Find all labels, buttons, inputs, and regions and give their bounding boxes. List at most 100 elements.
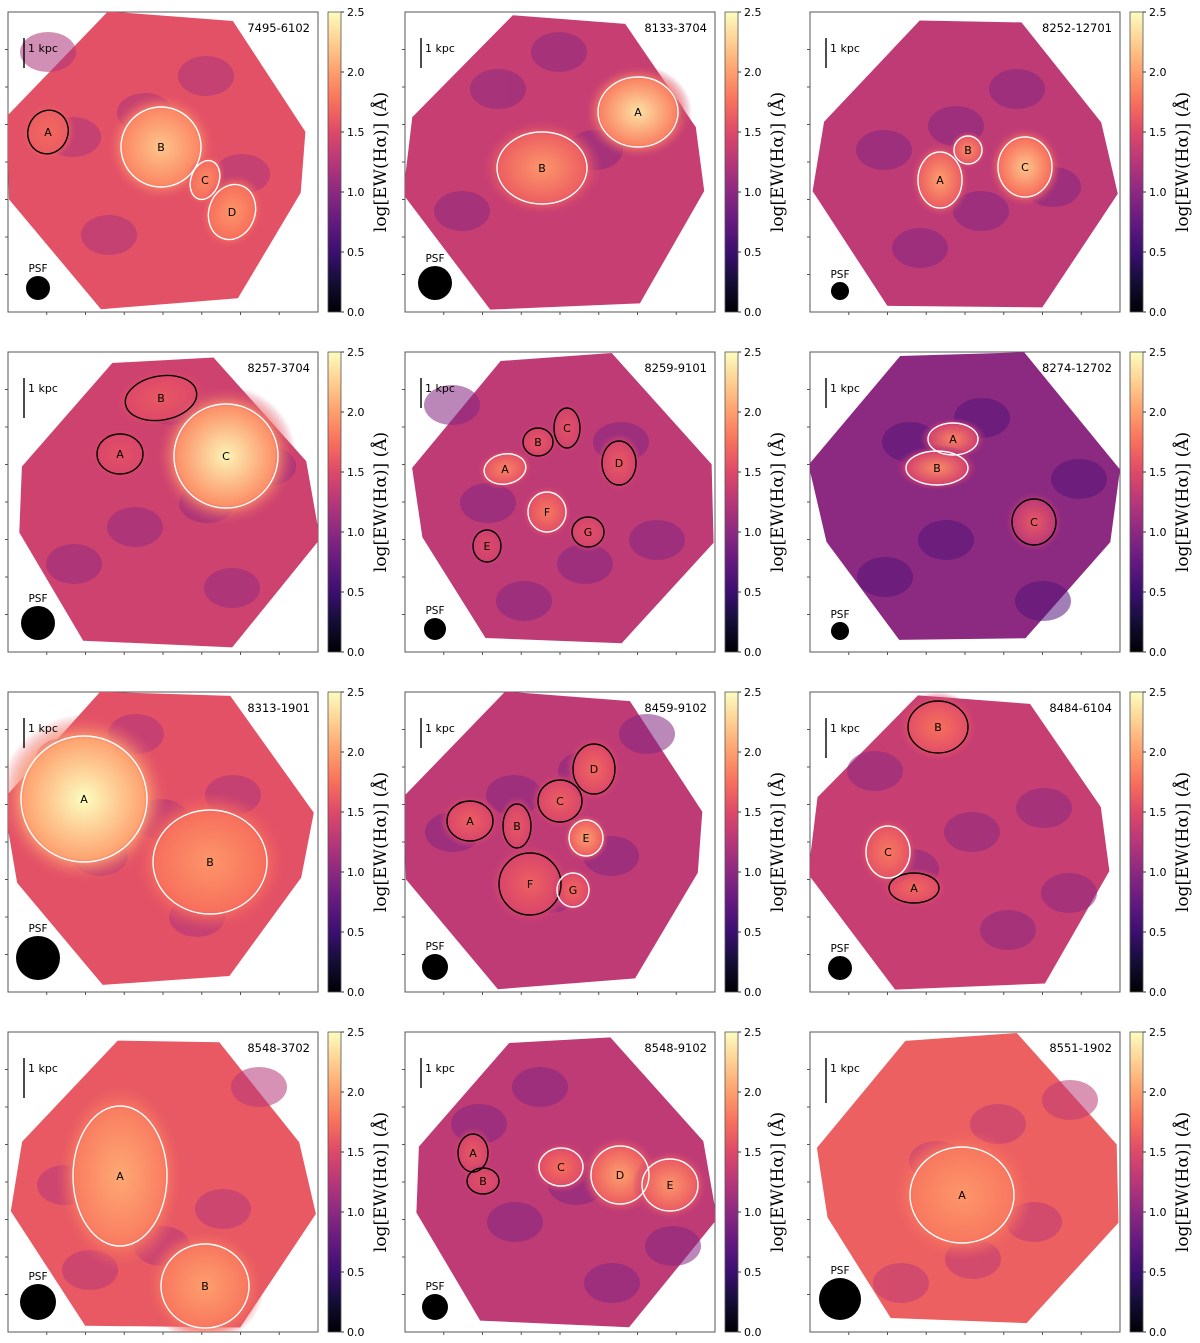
region-outline-A	[927, 422, 979, 456]
region-label-C: C	[222, 450, 230, 463]
colorbar-tick-label: 1.5	[347, 126, 365, 139]
region-outline-A	[20, 735, 148, 863]
region-label-A: A	[469, 1147, 477, 1160]
map-texture	[424, 385, 685, 621]
colorbar-label: log[EW(Hα)] (Å)	[767, 432, 788, 572]
colorbar-tick-label: 0.0	[1149, 306, 1167, 319]
region-glow-C	[988, 126, 1062, 208]
region-outline-A	[457, 1133, 489, 1173]
panel-id-label: 8484-6104	[1049, 701, 1112, 715]
region-label-B: B	[964, 144, 972, 157]
panel-8484-6104: A B C 1 kpc 8484-6104 PSF 0.0 0.5 1.0 1.5 2.0 2.5 lo…	[807, 686, 1193, 999]
region-glow-G	[566, 511, 610, 553]
colorbar-tick-label: 2.5	[347, 1026, 365, 1039]
colorbar-label: log[EW(Hα)] (Å)	[1172, 432, 1193, 572]
region-label-G: G	[584, 526, 593, 539]
region-label-D: D	[590, 763, 598, 776]
region-outline-B	[522, 427, 554, 457]
psf-circle	[20, 1284, 56, 1320]
region-outline-C	[553, 407, 581, 449]
region-outline-C	[1011, 498, 1057, 546]
colorbar-tick-label: 1.5	[744, 1146, 762, 1159]
colorbar-tick-label: 1.0	[347, 866, 365, 879]
psf-label: PSF	[28, 263, 47, 275]
colorbar-tick-label: 2.0	[1149, 1086, 1167, 1099]
region-outline-D	[572, 743, 616, 795]
region-outline-C	[538, 1147, 584, 1187]
panel-8548-3702: A B 1 kpc 8548-3702 PSF 0.0 0.5 1.0 1.5 2.0 2.5 log…	[5, 1026, 391, 1339]
region-label-B: B	[534, 436, 542, 449]
colorbar-tick-label: 2.0	[347, 746, 365, 759]
colorbar-tick-label: 2.0	[1149, 66, 1167, 79]
colorbar-tick-label: 0.5	[1149, 926, 1167, 939]
panel-8548-9102: A B C D E 1 kpc 8548-9102 PSF 0.0 0.5 1.0 1.5 2.0 2.5…	[402, 1026, 788, 1339]
scale-bar-label: 1 kpc	[830, 382, 860, 395]
panel-id-label: 8257-3704	[247, 361, 310, 375]
region-label-C: C	[201, 174, 209, 187]
psf-label: PSF	[425, 941, 444, 953]
scale-bar-label: 1 kpc	[28, 1062, 58, 1075]
region-glow-B	[133, 791, 287, 933]
panel-8133-3704: A B 1 kpc 8133-3704 PSF 0.0 0.5 1.0 1.5 2.0 2.5 log…	[402, 6, 788, 319]
frame-ticks	[5, 389, 280, 655]
region-outline-A	[72, 1105, 168, 1247]
region-outline-A	[888, 872, 940, 904]
panel-id-label: 8259-9101	[644, 361, 707, 375]
colorbar-label: log[EW(Hα)] (Å)	[1172, 772, 1193, 912]
colorbar-tick-label: 1.0	[347, 1206, 365, 1219]
colorbar-tick-label: 1.5	[1149, 806, 1167, 819]
region-label-B: B	[479, 1175, 487, 1188]
colorbar-tick-label: 0.0	[744, 1326, 762, 1339]
psf-label: PSF	[425, 1281, 444, 1293]
region-label-C: C	[1030, 516, 1038, 529]
colorbar-tick-label: 2.0	[347, 406, 365, 419]
psf-circle	[418, 266, 452, 300]
colorbar-tick-label: 2.0	[744, 1086, 762, 1099]
psf-label: PSF	[28, 1271, 47, 1283]
psf-label: PSF	[28, 923, 47, 935]
colorbar-tick-label: 2.5	[347, 6, 365, 19]
region-outline-B	[466, 1167, 500, 1195]
region-label-E: E	[667, 1179, 674, 1192]
colorbar-tick-label: 2.0	[347, 1086, 365, 1099]
panel-id-label: 8548-9102	[644, 1041, 707, 1055]
colorbar-tick-label: 2.0	[1149, 746, 1167, 759]
colorbar	[724, 11, 739, 313]
region-label-A: A	[116, 448, 124, 461]
colorbar-tick-label: 0.0	[1149, 986, 1167, 999]
region-outline-A	[917, 151, 963, 209]
region-label-D: D	[228, 206, 236, 219]
region-outline-E	[472, 529, 502, 563]
frame-ticks	[5, 729, 280, 995]
colorbar-tick-label: 1.0	[347, 186, 365, 199]
frame-ticks	[402, 729, 677, 995]
colorbar-tick-label: 2.5	[1149, 1026, 1167, 1039]
region-outline-D	[601, 440, 637, 486]
colorbar	[1129, 351, 1144, 653]
colorbar-tick-label: 0.0	[347, 646, 365, 659]
region-label-F: F	[527, 878, 533, 891]
region-glow-C	[155, 385, 297, 527]
colorbar-tick-label: 0.0	[1149, 1326, 1167, 1339]
panel-id-label: 8133-3704	[644, 21, 707, 35]
scale-bar-label: 1 kpc	[830, 1062, 860, 1075]
region-outline-G	[556, 872, 590, 908]
region-outline-E	[641, 1158, 699, 1212]
scale-bar-label: 1 kpc	[425, 1062, 455, 1075]
colorbar-tick-label: 1.5	[744, 466, 762, 479]
colorbar-tick-label: 0.0	[1149, 646, 1167, 659]
region-label-A: A	[466, 815, 474, 828]
region-outline-A	[27, 109, 69, 155]
panel-8274-12702: A B C 1 kpc 8274-12702 PSF 0.0 0.5 1.0 1.5 2.0 2.5 l…	[807, 346, 1193, 659]
region-outline-A	[909, 1146, 1015, 1244]
colorbar-tick-label: 1.0	[744, 186, 762, 199]
colorbar-tick-label: 0.0	[744, 306, 762, 319]
psf-circle	[819, 1278, 861, 1320]
colorbar-tick-label: 1.5	[1149, 126, 1167, 139]
colorbar-tick-label: 1.0	[744, 866, 762, 879]
panel-8459-9102: A B C D E F G 1 kpc 8459-9102 PSF 0.0 0.5 1.0 1.5 2.0 2…	[402, 686, 788, 999]
psf-label: PSF	[425, 253, 444, 265]
colorbar-tick-label: 2.5	[1149, 346, 1167, 359]
region-glow-F	[521, 485, 573, 539]
